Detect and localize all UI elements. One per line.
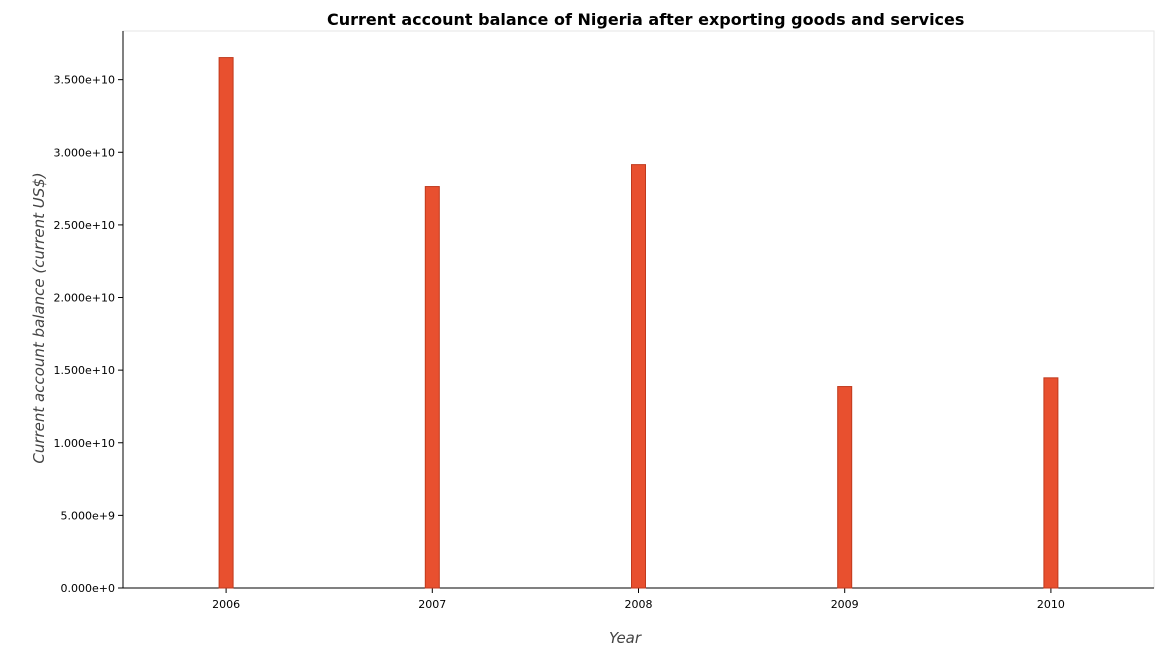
x-tick-label: 2010 [1037, 598, 1065, 611]
x-tick-label: 2008 [625, 598, 653, 611]
y-tick-label: 2.500e+10 [54, 219, 115, 232]
bar-2006 [218, 57, 234, 589]
bar-2009 [837, 386, 853, 589]
y-tick-label: 5.000e+9 [61, 509, 115, 522]
bars [218, 57, 1059, 589]
y-axis: 0.000e+0 5.000e+9 1.000e+10 1.500e+10 2.000e… [54, 31, 124, 595]
x-tick-label: 2007 [418, 598, 446, 611]
bar-2007 [424, 186, 440, 589]
bar-2010 [1043, 377, 1059, 589]
y-tick-label: 3.500e+10 [54, 74, 115, 87]
y-tick-label: 0.000e+0 [61, 582, 115, 595]
y-tick-label: 2.000e+10 [54, 292, 115, 305]
chart-title: Current account balance of Nigeria after… [327, 10, 964, 29]
x-axis: 2006 2007 2008 2009 2010 [123, 587, 1154, 611]
y-tick-label: 1.500e+10 [54, 364, 115, 377]
y-tick-label: 1.000e+10 [54, 437, 115, 450]
bar-2008 [631, 164, 646, 589]
y-tick-label: 3.000e+10 [54, 146, 115, 159]
x-axis-label: Year [609, 629, 642, 647]
x-tick-label: 2009 [831, 598, 859, 611]
x-tick-label: 2006 [212, 598, 240, 611]
y-axis-label: Current account balance (current US$) [30, 172, 48, 463]
